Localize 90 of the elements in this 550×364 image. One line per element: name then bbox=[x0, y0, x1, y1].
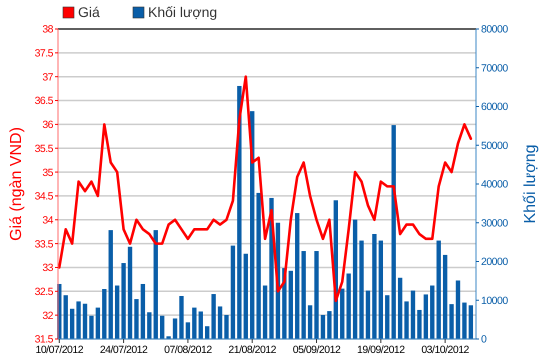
bar bbox=[160, 316, 164, 339]
y2-tick-label: 50000 bbox=[481, 140, 508, 152]
y-tick-label: 33.5 bbox=[34, 238, 54, 250]
bar bbox=[449, 304, 454, 339]
bar bbox=[392, 125, 396, 339]
x-tick-label: 03/10/2012 bbox=[421, 344, 470, 356]
bar bbox=[295, 213, 300, 339]
bar bbox=[205, 326, 210, 339]
bar bbox=[96, 308, 100, 339]
y2-tick-label: 30000 bbox=[481, 217, 508, 230]
y2-tick-label: 80000 bbox=[481, 24, 508, 36]
y-tick-label: 32.5 bbox=[34, 286, 54, 298]
bar bbox=[398, 278, 402, 339]
bar bbox=[430, 286, 434, 339]
y-tick-label: 35 bbox=[42, 166, 54, 179]
bar bbox=[366, 290, 370, 339]
y-tick-label: 34 bbox=[42, 214, 54, 226]
y2-tick-label: 20000 bbox=[481, 256, 508, 268]
bar bbox=[436, 240, 441, 339]
bar bbox=[262, 286, 268, 339]
bar bbox=[378, 240, 384, 339]
bar bbox=[308, 305, 312, 339]
bar bbox=[346, 274, 351, 339]
y2-tick-label: 70000 bbox=[481, 62, 508, 74]
bar bbox=[102, 289, 106, 339]
bar bbox=[340, 288, 344, 339]
bar bbox=[404, 301, 409, 339]
bar bbox=[70, 308, 74, 339]
y-tick-label: 32 bbox=[42, 310, 54, 322]
bar bbox=[256, 192, 261, 339]
bar bbox=[140, 284, 146, 339]
bar bbox=[410, 290, 416, 339]
y-tick-label: 33 bbox=[42, 262, 54, 274]
bar bbox=[154, 230, 158, 339]
x-tick-label: 19/09/2012 bbox=[357, 344, 406, 356]
y-axis-title: Giá (ngàn VND) bbox=[8, 127, 25, 241]
bar bbox=[211, 294, 216, 339]
bar bbox=[230, 246, 236, 339]
bar bbox=[372, 234, 377, 339]
bar bbox=[320, 314, 326, 339]
bar bbox=[352, 220, 358, 339]
y-tick-label: 34.5 bbox=[34, 190, 54, 203]
bar bbox=[134, 299, 139, 339]
bar bbox=[64, 295, 68, 339]
bar bbox=[301, 251, 306, 339]
y2-tick-label: 40000 bbox=[481, 178, 508, 191]
bar bbox=[288, 270, 293, 339]
x-tick-label: 07/08/2012 bbox=[164, 344, 212, 356]
bar bbox=[179, 296, 184, 339]
x-tick-label: 24/07/2012 bbox=[100, 344, 148, 356]
bar bbox=[385, 295, 390, 339]
y2-axis-title: Khối lượng bbox=[522, 144, 539, 224]
x-tick-label: 05/09/2012 bbox=[292, 344, 341, 356]
y-tick-label: 37.5 bbox=[34, 48, 54, 60]
y-tick-label: 36 bbox=[42, 119, 54, 132]
bar bbox=[121, 263, 126, 339]
y-tick-label: 38 bbox=[42, 24, 54, 36]
bar bbox=[250, 111, 254, 339]
bar bbox=[424, 294, 428, 339]
bar bbox=[417, 310, 422, 339]
y2-tick-label: 60000 bbox=[481, 101, 508, 114]
bar bbox=[468, 305, 474, 339]
bar bbox=[114, 286, 120, 339]
bar bbox=[128, 246, 132, 339]
bar bbox=[108, 230, 113, 339]
y2-tick-label: 10000 bbox=[481, 294, 508, 307]
bar bbox=[442, 254, 448, 339]
bar bbox=[327, 311, 332, 339]
bar bbox=[186, 322, 190, 339]
bar bbox=[82, 304, 88, 339]
bar bbox=[244, 254, 248, 339]
bar bbox=[218, 306, 222, 339]
y-tick-label: 36.5 bbox=[34, 95, 54, 108]
bar bbox=[359, 240, 364, 339]
y-tick-label: 37 bbox=[42, 71, 54, 84]
bar bbox=[224, 314, 229, 339]
bar bbox=[147, 312, 152, 339]
y-tick-label: 35.5 bbox=[34, 142, 54, 155]
bar bbox=[198, 311, 203, 339]
legend-label: Giá bbox=[78, 4, 100, 20]
bar bbox=[456, 280, 460, 339]
legend-label: Khối lượng bbox=[148, 4, 218, 20]
bar bbox=[192, 308, 197, 339]
bar bbox=[314, 251, 319, 339]
x-tick-label: 10/07/2012 bbox=[36, 344, 84, 356]
y2-tick-label: 0 bbox=[481, 334, 487, 346]
bar bbox=[76, 301, 81, 339]
bar bbox=[462, 302, 467, 339]
x-tick-label: 21/08/2012 bbox=[228, 344, 277, 356]
y-tick-label: 31.5 bbox=[34, 334, 54, 346]
